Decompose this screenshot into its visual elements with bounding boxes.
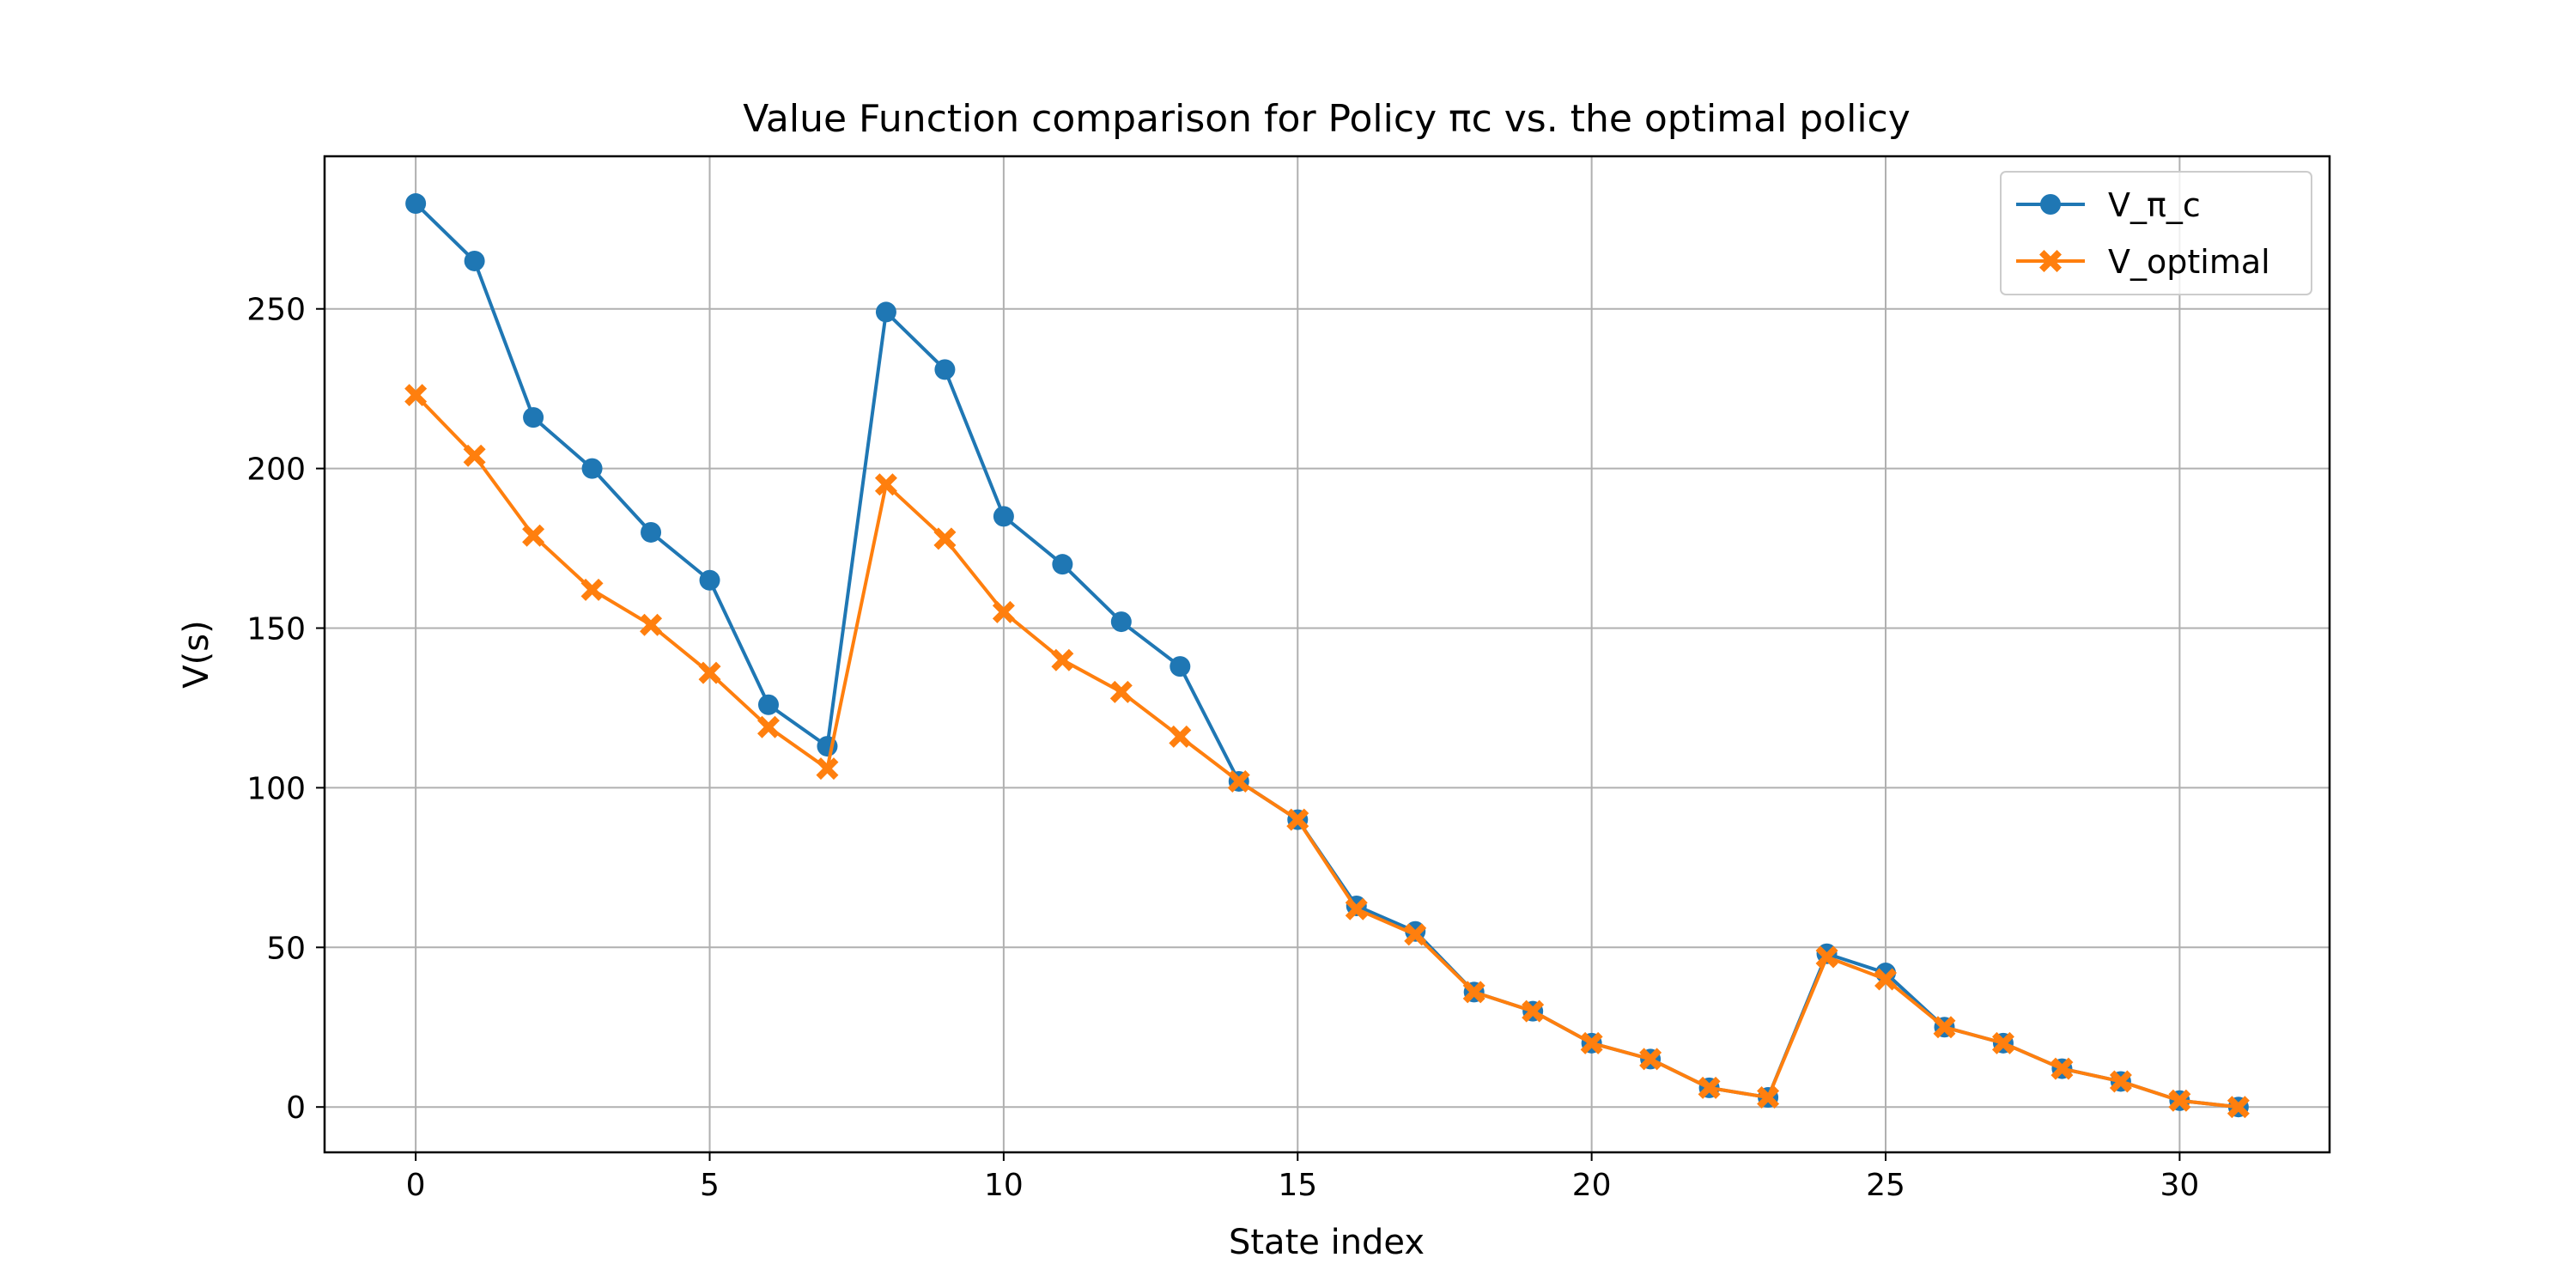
series-2-point <box>404 384 428 407</box>
series-2 <box>404 384 2250 1119</box>
series-2-point <box>1286 808 1309 831</box>
y-tick-label: 250 <box>246 293 306 328</box>
series-1-point <box>699 569 720 591</box>
series-2-point <box>640 613 663 636</box>
series-2-point <box>580 578 604 601</box>
series-1-point <box>523 407 544 428</box>
series-2-point <box>1345 897 1368 920</box>
series-2-point <box>1698 1076 1721 1099</box>
series-2-point <box>1462 981 1485 1004</box>
series-2-point <box>756 715 780 738</box>
series-1-point <box>581 458 603 479</box>
legend: V_π_c V_optimal <box>2000 171 2312 295</box>
x-axis-ticks: 0 5 10 15 20 25 30 <box>406 1152 2199 1203</box>
series-1-point <box>934 359 956 380</box>
series-2-point <box>1639 1048 1662 1071</box>
legend-marker <box>2040 194 2061 215</box>
series-2-point <box>698 661 721 684</box>
series-1-point <box>464 250 485 271</box>
y-axis-label: V(s) <box>177 620 216 688</box>
x-tick-label: 10 <box>984 1168 1024 1203</box>
plot-area <box>325 156 2330 1152</box>
series-2-point <box>2109 1070 2132 1093</box>
legend-label: V_optimal <box>2108 243 2270 281</box>
series-2-point <box>1051 648 1074 671</box>
series-2-point <box>816 757 839 781</box>
x-tick-label: 20 <box>1572 1168 1612 1203</box>
series-2-point <box>933 527 957 550</box>
y-tick-label: 150 <box>246 612 306 647</box>
x-axis-label: State index <box>1229 1223 1425 1262</box>
series-1-point <box>405 193 427 215</box>
series-1-point <box>641 521 662 543</box>
series-2-point <box>1169 725 1192 748</box>
x-tick-label: 0 <box>406 1168 426 1203</box>
legend-box <box>2000 171 2312 295</box>
series-2-point <box>1580 1031 1603 1054</box>
series-2-line <box>414 393 2239 1109</box>
series-2-point <box>1522 999 1545 1023</box>
y-axis-ticks: 0 50 100 150 200 250 <box>246 293 325 1126</box>
series-layer <box>404 193 2250 1119</box>
series-2-point <box>1815 945 1838 969</box>
x-tick-label: 30 <box>2160 1168 2199 1203</box>
chart-title: Value Function comparison for Policy πc … <box>743 97 1911 141</box>
y-tick-label: 0 <box>286 1091 306 1126</box>
series-2-point <box>522 524 545 547</box>
x-tick-label: 5 <box>700 1168 720 1203</box>
series-1-point <box>1052 554 1073 575</box>
legend-marker <box>2039 250 2062 272</box>
series-2-point <box>874 473 897 496</box>
series-2-point <box>1404 923 1427 946</box>
legend-label: V_π_c <box>2108 186 2201 224</box>
series-2-point <box>2168 1089 2191 1112</box>
series-2-point <box>2227 1096 2250 1119</box>
series-2-point <box>2050 1057 2074 1080</box>
series-2-point <box>1991 1031 2014 1054</box>
series-2-point <box>992 600 1015 623</box>
series-2-point <box>1933 1016 1956 1039</box>
series-1-point <box>875 301 896 323</box>
series-1-point <box>1110 611 1132 633</box>
x-tick-label: 15 <box>1278 1168 1317 1203</box>
series-2-point <box>1874 968 1898 991</box>
series-1-point <box>993 506 1014 527</box>
series-2-point <box>463 444 486 467</box>
series-1-point <box>757 694 779 715</box>
plot-frame <box>323 155 2331 1154</box>
y-tick-label: 100 <box>246 771 306 806</box>
series-2-point <box>1227 769 1250 793</box>
series-2-point <box>1757 1086 1780 1109</box>
x-tick-label: 25 <box>1866 1168 1905 1203</box>
y-tick-label: 50 <box>266 931 306 966</box>
y-tick-label: 200 <box>246 453 306 488</box>
series-2-point <box>1109 680 1133 703</box>
series-1-point <box>1170 656 1191 677</box>
